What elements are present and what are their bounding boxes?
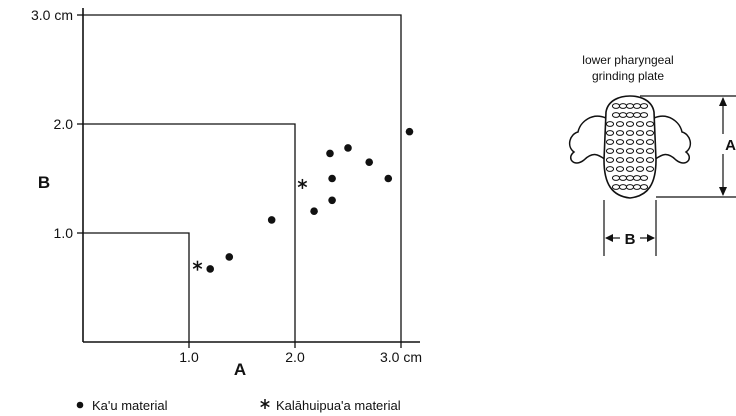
plate-tooth [618,112,628,118]
legend-label-kau: Ka'u material [92,398,168,413]
y-tick-label: 1.0 [54,225,74,241]
plate-tooth [625,184,635,190]
plate-tooth [625,175,635,181]
reference-boxes [83,14,402,342]
plate-tooth [615,121,625,127]
reference-box-1 [83,232,190,342]
dimension-a: A [640,95,736,198]
reference-box-3 [83,14,402,342]
kau-point [344,144,352,152]
dimension-b-label: B [625,231,636,248]
plate-tooth [625,103,635,109]
plate-tooth [645,130,655,136]
plate-tooth [615,130,625,136]
plate-tooth [639,112,649,118]
plate-tooth [632,112,642,118]
plate-tooth [605,130,615,136]
plate-tooth [618,103,628,109]
plate-tooth [635,157,645,163]
plate-tooth [625,139,635,145]
x-tick-label: 3.0 cm [380,349,422,365]
plate-tooth [615,157,625,163]
plate-tooth [611,103,621,109]
plate-tooth [625,112,635,118]
dimension-b: B [603,200,657,256]
plate-body [603,95,657,199]
plate-tooth [615,139,625,145]
y-tick-label: 2.0 [54,116,74,132]
scatter-chart: 1.0 2.0 3.0 cm 1.0 2.0 3.0 cm A B [31,7,422,379]
plate-tooth [605,166,615,172]
plate-tooth [615,148,625,154]
plate-tooth [645,148,655,154]
legend: Ka'u material Kalāhuipua'a material [76,398,401,413]
axes [82,8,420,343]
plate-tooth [645,139,655,145]
plate-tooth [605,121,615,127]
kau-point [328,196,336,205]
plate-tooth [605,148,615,154]
x-tick-label: 2.0 [285,349,305,365]
diagram-caption-line1: lower pharyngeal [582,53,673,67]
plate-tooth [618,175,628,181]
plate-tooth [639,175,649,181]
grinding-plate-drawing [568,95,692,199]
kau-point [405,127,414,136]
plate-tooth [632,184,642,190]
kau-point [206,265,214,273]
plate-tooth [625,148,635,154]
plate-tooth [605,157,615,163]
data-points [192,127,414,273]
legend-asterisk-marker [260,399,270,409]
kalahuipuaa-point [297,178,308,189]
plate-tooth [645,121,655,127]
plate-tooth [625,166,635,172]
kau-point [326,149,334,158]
plate-tooth [605,139,615,145]
plate-tooth [639,184,649,190]
plate-tooth [635,130,645,136]
plate-tooth [635,139,645,145]
plate-left-lobe [568,115,607,164]
plate-tooth [635,166,645,172]
kalahuipuaa-point [192,260,203,271]
plate-tooth [611,112,621,118]
x-tick-label: 1.0 [179,349,199,365]
kau-point [328,174,336,183]
legend-asterisk-glyph [260,399,270,409]
plate-tooth [645,157,655,163]
plate-teeth [605,103,655,190]
reference-box-2 [83,123,296,342]
plate-tooth [615,166,625,172]
plate-tooth [639,103,649,109]
plate-tooth [625,121,635,127]
plate-tooth [645,166,655,172]
x-axis-title: A [234,360,246,379]
plate-tooth [635,148,645,154]
kau-point [365,158,374,166]
y-axis-title: B [38,173,50,192]
plate-tooth [632,175,642,181]
plate-tooth [625,157,635,163]
dimension-a-label: A [725,137,736,154]
plate-tooth [632,103,642,109]
diagram-caption-line2: grinding plate [592,69,664,83]
kau-point [384,174,393,183]
kau-point [225,253,234,261]
plate-tooth [625,130,635,136]
y-tick-label: 3.0 cm [31,7,73,23]
plate-tooth [618,184,628,190]
plate-tooth [611,175,621,181]
grinding-plate-diagram: lower pharyngeal grinding plate A [568,53,736,256]
plate-tooth [635,121,645,127]
plate-tooth [611,184,621,190]
legend-dot-marker [76,401,84,409]
kau-point [310,207,318,215]
kau-point [267,216,276,224]
legend-label-kalahuipuaa: Kalāhuipua'a material [276,398,401,413]
plate-right-lobe [653,115,692,164]
ticks: 1.0 2.0 3.0 cm 1.0 2.0 3.0 cm [31,7,422,365]
